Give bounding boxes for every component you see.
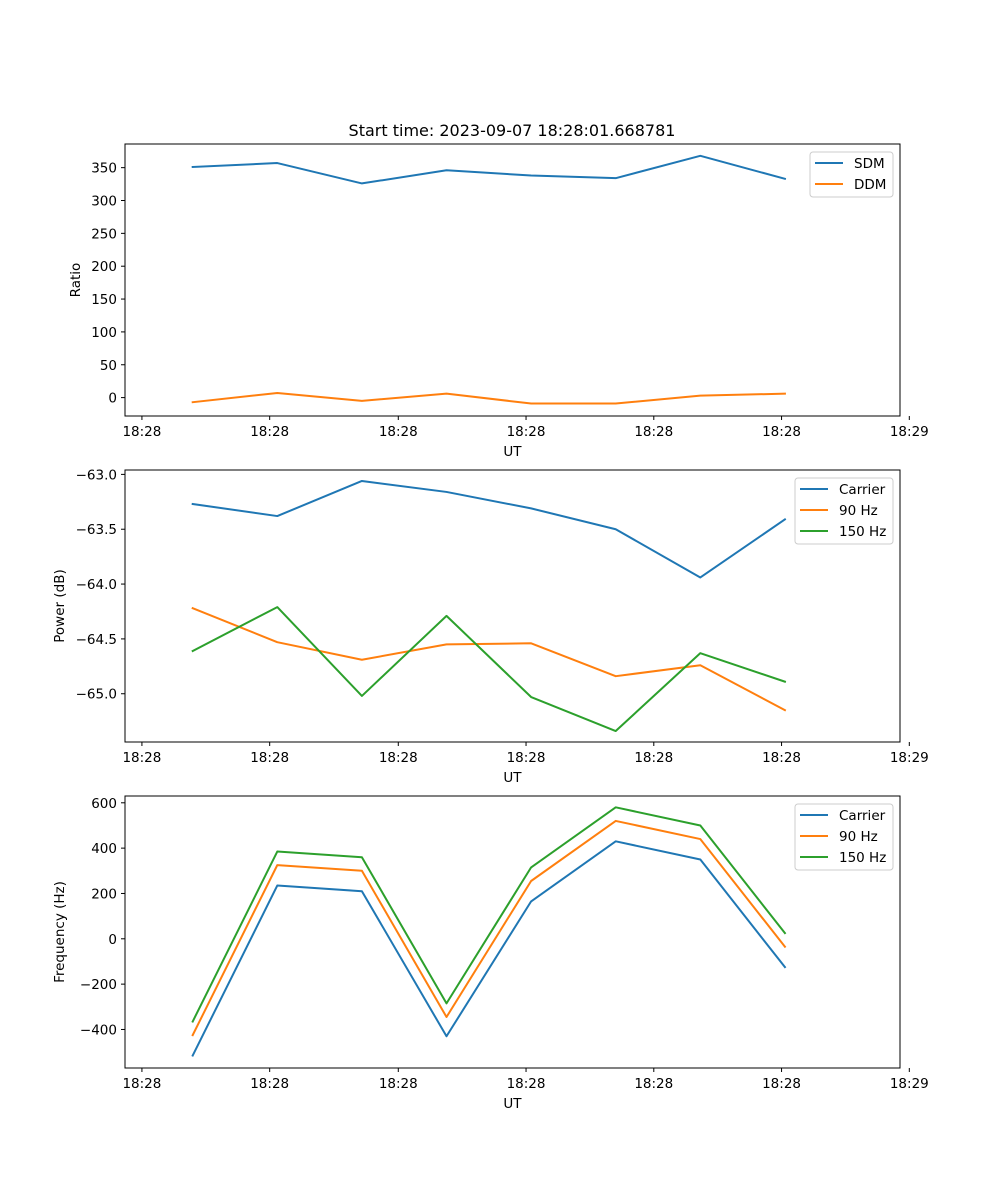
chart-panel-2: 18:28 18:28 18:28 18:28 18:28 18:28 18:29 −65.0…: [52, 467, 929, 786]
y-tick-label: 300: [91, 194, 117, 210]
y-tick-label: −63.5: [76, 522, 117, 538]
legend: SDM DDM: [809, 151, 894, 198]
legend: Carrier 90 Hz 150 Hz: [794, 803, 894, 871]
series-line-90-hz: [191, 819, 787, 1037]
axes-frame: [124, 795, 901, 1069]
legend-entry-label: Carrier: [839, 482, 886, 498]
series-line-carrier: [191, 840, 787, 1057]
y-tick-label: 50: [100, 358, 117, 374]
x-tick-label: 18:28: [379, 1076, 418, 1092]
series-line-90-hz: [191, 606, 787, 712]
x-tick-label: 18:29: [890, 424, 929, 440]
chart-title: Start time: 2023-09-07 18:28:01.668781: [349, 121, 676, 140]
x-tick-label: 18:29: [890, 750, 929, 766]
x-tick-label: 18:28: [634, 424, 673, 440]
legend-entry-label: 90 Hz: [839, 829, 878, 845]
y-tick-label: 0: [108, 391, 117, 407]
axes-frame: [124, 469, 901, 743]
y-tick-label: 200: [91, 886, 117, 902]
y-tick-label: −64.0: [76, 577, 117, 593]
y-tick-label: −65.0: [76, 687, 117, 703]
series-line-sdm: [191, 154, 787, 185]
y-tick-label: 250: [91, 226, 117, 242]
legend-entry-label: 150 Hz: [839, 524, 886, 540]
x-tick-label: 18:28: [762, 750, 801, 766]
y-tick-label: 400: [91, 841, 117, 857]
y-tick-label: 350: [91, 161, 117, 177]
y-axis-label: Power (dB): [52, 569, 68, 642]
y-tick-label: −64.5: [76, 632, 117, 648]
x-tick-label: 18:28: [122, 1076, 161, 1092]
x-axis-label: UT: [503, 1096, 522, 1112]
x-axis-label: UT: [503, 770, 522, 786]
y-tick-label: 150: [91, 292, 117, 308]
x-tick-label: 18:29: [890, 1076, 929, 1092]
y-tick-label: −400: [80, 1022, 117, 1038]
y-tick-label: 600: [91, 796, 117, 812]
x-tick-label: 18:28: [250, 750, 289, 766]
legend-entry-label: 90 Hz: [839, 503, 878, 519]
y-tick-label: −200: [80, 977, 117, 993]
y-tick-label: 0: [108, 932, 117, 948]
series-line-carrier: [191, 479, 787, 579]
x-tick-label: 18:28: [634, 1076, 673, 1092]
x-tick-label: 18:28: [762, 1076, 801, 1092]
x-tick-label: 18:28: [122, 750, 161, 766]
x-tick-label: 18:28: [379, 750, 418, 766]
y-tick-label: 200: [91, 259, 117, 275]
legend-entry-label: DDM: [854, 177, 886, 193]
y-tick-label: −63.0: [76, 467, 117, 483]
x-tick-label: 18:28: [379, 424, 418, 440]
legend-entry-label: Carrier: [839, 808, 886, 824]
x-tick-label: 18:28: [507, 750, 546, 766]
legend-box: [794, 803, 894, 871]
x-axis-label: UT: [503, 444, 522, 460]
x-tick-label: 18:28: [634, 750, 673, 766]
x-tick-label: 18:28: [122, 424, 161, 440]
legend: Carrier 90 Hz 150 Hz: [794, 477, 894, 545]
legend-entry-label: 150 Hz: [839, 850, 886, 866]
x-tick-label: 18:28: [507, 424, 546, 440]
series-line-150-hz: [191, 806, 787, 1023]
x-tick-label: 18:28: [507, 1076, 546, 1092]
series-line-150-hz: [191, 606, 787, 733]
y-tick-label: 100: [91, 325, 117, 341]
chart-panel-3: 18:28 18:28 18:28 18:28 18:28 18:28 18:29 −400 −…: [52, 795, 929, 1112]
x-tick-label: 18:28: [250, 424, 289, 440]
series-line-ddm: [191, 392, 786, 405]
legend-box: [794, 477, 894, 545]
x-tick-label: 18:28: [762, 424, 801, 440]
axes-frame: [124, 143, 901, 417]
y-axis-label: Frequency (Hz): [52, 881, 68, 983]
y-axis-label: Ratio: [68, 263, 84, 298]
legend-entry-label: SDM: [854, 156, 885, 172]
x-tick-label: 18:28: [250, 1076, 289, 1092]
chart-panel-1: 18:28 18:28 18:28 18:28 18:28 18:28 18:29 0 50 10…: [68, 143, 929, 460]
